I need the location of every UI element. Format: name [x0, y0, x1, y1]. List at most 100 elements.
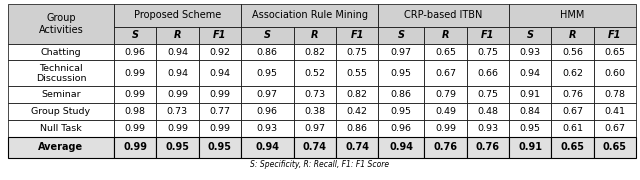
- Text: F1: F1: [213, 30, 227, 40]
- Text: 0.67: 0.67: [562, 107, 583, 116]
- Bar: [336, 44, 378, 60]
- Bar: [551, 27, 594, 44]
- Text: 0.48: 0.48: [477, 107, 499, 116]
- Bar: [424, 44, 467, 60]
- Bar: [594, 27, 636, 44]
- Text: 0.99: 0.99: [209, 124, 230, 133]
- Text: Group Study: Group Study: [31, 107, 90, 116]
- Bar: [241, 137, 294, 158]
- Text: 0.86: 0.86: [346, 124, 367, 133]
- Text: 0.66: 0.66: [477, 69, 499, 78]
- Bar: [241, 103, 294, 120]
- Text: Null Task: Null Task: [40, 124, 82, 133]
- Bar: [378, 86, 424, 103]
- Bar: [467, 86, 509, 103]
- Bar: [378, 103, 424, 120]
- Bar: [294, 103, 336, 120]
- Bar: [467, 137, 509, 158]
- Text: 0.99: 0.99: [125, 124, 145, 133]
- Text: 0.99: 0.99: [123, 142, 147, 152]
- Bar: [378, 27, 424, 44]
- Text: 0.62: 0.62: [562, 69, 583, 78]
- Bar: [509, 4, 636, 27]
- Text: S: S: [264, 30, 271, 40]
- Text: R: R: [569, 30, 576, 40]
- Text: S: S: [132, 30, 139, 40]
- Text: 0.95: 0.95: [391, 69, 412, 78]
- Text: F1: F1: [608, 30, 621, 40]
- Text: 0.97: 0.97: [257, 90, 278, 99]
- Text: 0.99: 0.99: [167, 90, 188, 99]
- Bar: [198, 27, 241, 44]
- Text: 0.67: 0.67: [604, 124, 625, 133]
- Bar: [114, 4, 241, 27]
- Text: 0.82: 0.82: [346, 90, 367, 99]
- Bar: [198, 86, 241, 103]
- Bar: [156, 137, 198, 158]
- Text: Proposed Scheme: Proposed Scheme: [134, 10, 221, 21]
- Bar: [198, 120, 241, 137]
- Text: 0.73: 0.73: [167, 107, 188, 116]
- Text: 0.42: 0.42: [346, 107, 367, 116]
- Text: 0.97: 0.97: [304, 124, 325, 133]
- Bar: [114, 60, 156, 86]
- Bar: [156, 120, 198, 137]
- Text: 0.95: 0.95: [165, 142, 189, 152]
- Bar: [8, 103, 114, 120]
- Bar: [241, 86, 294, 103]
- Text: 0.82: 0.82: [304, 48, 325, 57]
- Text: 0.91: 0.91: [520, 90, 541, 99]
- Text: Chatting: Chatting: [40, 48, 81, 57]
- Text: 0.96: 0.96: [257, 107, 278, 116]
- Bar: [424, 103, 467, 120]
- Bar: [294, 137, 336, 158]
- Text: Association Rule Mining: Association Rule Mining: [252, 10, 367, 21]
- Text: 0.52: 0.52: [304, 69, 325, 78]
- Text: 0.94: 0.94: [520, 69, 541, 78]
- Bar: [509, 60, 551, 86]
- Bar: [241, 44, 294, 60]
- Text: 0.99: 0.99: [125, 90, 145, 99]
- Text: S: Specificity, R: Recall, F1: F1 Score: S: Specificity, R: Recall, F1: F1 Score: [250, 160, 390, 169]
- Bar: [294, 60, 336, 86]
- Text: 0.74: 0.74: [303, 142, 326, 152]
- Bar: [241, 27, 294, 44]
- Text: S: S: [397, 30, 404, 40]
- Text: 0.76: 0.76: [476, 142, 500, 152]
- Text: 0.75: 0.75: [477, 48, 499, 57]
- Bar: [114, 86, 156, 103]
- Bar: [424, 60, 467, 86]
- Bar: [336, 120, 378, 137]
- Bar: [509, 44, 551, 60]
- Text: 0.75: 0.75: [346, 48, 367, 57]
- Text: 0.98: 0.98: [125, 107, 145, 116]
- Bar: [156, 60, 198, 86]
- Text: 0.86: 0.86: [257, 48, 278, 57]
- Bar: [378, 44, 424, 60]
- Text: 0.94: 0.94: [255, 142, 279, 152]
- Text: 0.95: 0.95: [257, 69, 278, 78]
- Bar: [114, 120, 156, 137]
- Bar: [156, 44, 198, 60]
- Text: 0.79: 0.79: [435, 90, 456, 99]
- Bar: [509, 103, 551, 120]
- Bar: [198, 44, 241, 60]
- Bar: [509, 27, 551, 44]
- Text: 0.73: 0.73: [304, 90, 325, 99]
- Bar: [114, 27, 156, 44]
- Bar: [114, 137, 156, 158]
- Text: R: R: [173, 30, 181, 40]
- Text: 0.94: 0.94: [167, 48, 188, 57]
- Bar: [198, 137, 241, 158]
- Text: 0.41: 0.41: [604, 107, 625, 116]
- Text: 0.67: 0.67: [435, 69, 456, 78]
- Text: 0.65: 0.65: [435, 48, 456, 57]
- Bar: [509, 137, 551, 158]
- Text: R: R: [442, 30, 449, 40]
- Bar: [378, 137, 424, 158]
- Text: 0.86: 0.86: [391, 90, 412, 99]
- Bar: [198, 60, 241, 86]
- Bar: [8, 60, 114, 86]
- Bar: [594, 44, 636, 60]
- Text: 0.77: 0.77: [209, 107, 230, 116]
